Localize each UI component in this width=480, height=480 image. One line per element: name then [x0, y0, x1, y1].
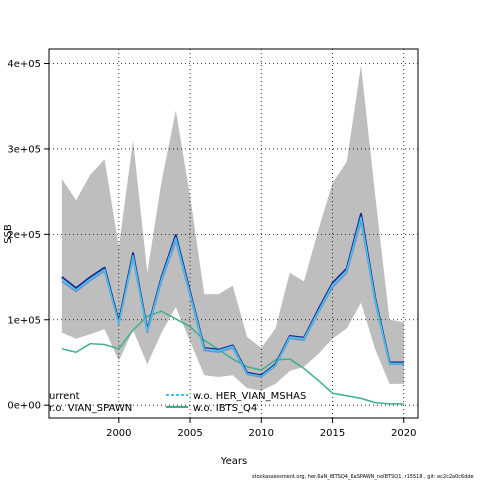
grid-layer — [49, 49, 418, 418]
x-axis: 2000 2005 2010 2015 2020 — [106, 417, 416, 439]
series-layer — [61, 212, 404, 405]
x-axis-title: Years — [220, 456, 247, 467]
legend-label: r.o. VIAN_SPAWN — [49, 403, 132, 414]
y-axis: 0e+00 1e+05 2e+05 3e+05 4e+05 — [7, 59, 50, 412]
confidence-band-layer — [61, 65, 404, 391]
footer-text: stockassessment.org, her.6aN_IBTSQ4_6aSP… — [252, 474, 474, 480]
legend-label: w.o. HER_VIAN_MSHAS — [193, 391, 306, 402]
y-tick-label: 1e+05 — [7, 315, 41, 326]
series-line-w-o-ibts-q4 — [61, 310, 404, 405]
y-tick-label: 2e+05 — [7, 230, 41, 241]
series-line-w-o-vian-spawn — [61, 220, 404, 378]
legend-label: urrent — [49, 391, 80, 402]
series-line-w-o-her-vian-mshas — [61, 216, 404, 377]
legend: urrent w.o. HER_VIAN_MSHAS r.o. VIAN_SPAWN… — [49, 391, 306, 414]
x-tick-label: 2015 — [320, 428, 345, 439]
confidence-band — [61, 65, 404, 391]
x-tick-label: 2000 — [106, 428, 131, 439]
legend-label: w.o. IBTS_Q4 — [193, 403, 257, 414]
y-tick-label: 4e+05 — [7, 59, 41, 70]
y-tick-label: 3e+05 — [7, 144, 41, 155]
y-axis-title: SSB — [3, 224, 14, 244]
x-tick-label: 2010 — [249, 428, 274, 439]
x-tick-label: 2005 — [177, 428, 202, 439]
x-tick-label: 2020 — [391, 428, 416, 439]
plot-area — [48, 48, 419, 419]
y-tick-label: 0e+00 — [7, 401, 41, 412]
